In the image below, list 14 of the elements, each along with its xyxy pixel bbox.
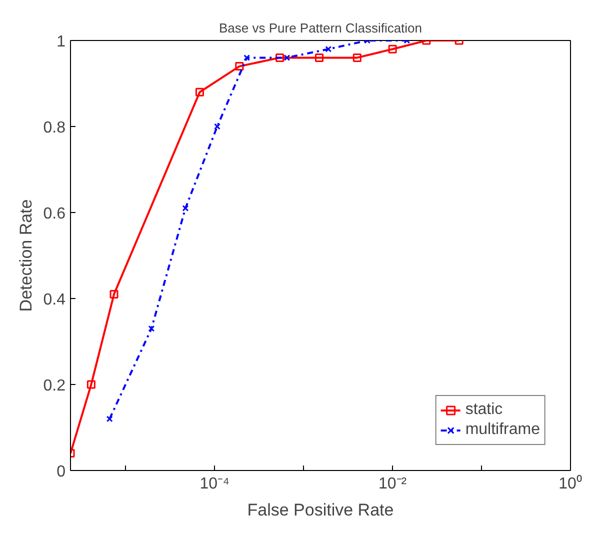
y-tick-label: 1 xyxy=(56,34,66,50)
x-tick-label: 10⁻⁴ xyxy=(200,476,230,492)
legend-label: multiframe xyxy=(465,421,540,439)
chart-title: Base vs Pure Pattern Classification xyxy=(218,20,422,36)
y-tick-label: 0.6 xyxy=(43,206,66,222)
y-tick-label: 0.4 xyxy=(43,292,66,308)
x-tick-label: 10⁻² xyxy=(378,476,408,492)
y-tick-label: 0.2 xyxy=(43,378,66,394)
y-axis-title: Detection Rate xyxy=(16,199,36,312)
x-tick-label: 10⁰ xyxy=(558,474,582,492)
y-tick-label: 0 xyxy=(56,464,66,480)
y-tick-label: 0.8 xyxy=(43,120,66,136)
x-axis-title: False Positive Rate xyxy=(247,500,394,520)
legend-label: static xyxy=(465,401,503,419)
